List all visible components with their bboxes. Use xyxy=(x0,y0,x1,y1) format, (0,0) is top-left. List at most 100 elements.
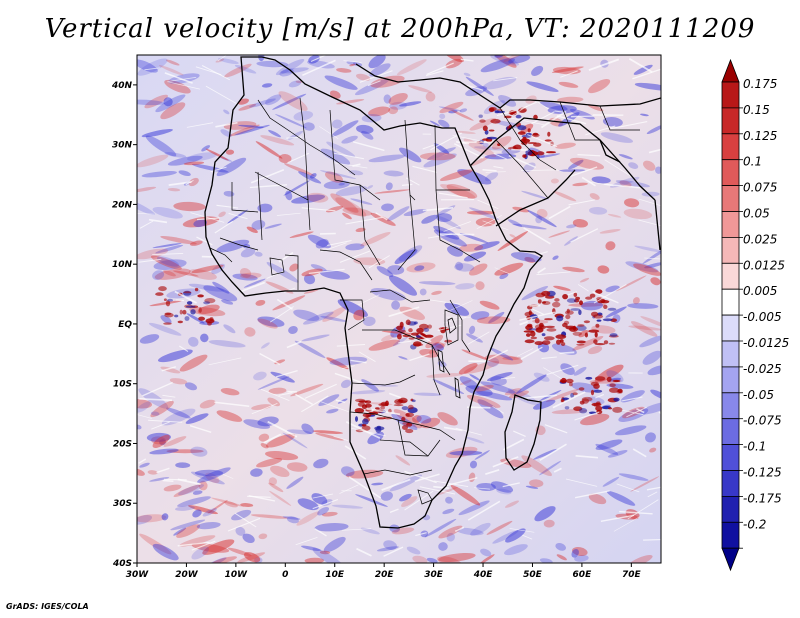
downward-motion-blob xyxy=(465,86,488,97)
downward-motion-blob xyxy=(250,468,263,477)
upward-motion-blob xyxy=(240,267,252,278)
downward-motion-blob xyxy=(448,110,458,114)
upward-motion-blob xyxy=(572,182,588,187)
field-streak xyxy=(460,58,474,62)
downward-motion-blob xyxy=(454,263,475,272)
downward-motion-blob xyxy=(141,171,178,178)
field-streak xyxy=(559,351,575,355)
field-streak xyxy=(568,199,595,206)
field-streak xyxy=(422,143,436,150)
colorbar-swatch xyxy=(721,159,740,186)
upward-motion-blob xyxy=(628,325,661,331)
upward-motion-blob xyxy=(466,394,501,408)
field-streak xyxy=(358,351,376,362)
field-streak xyxy=(492,456,519,468)
upward-motion-blob xyxy=(265,451,299,461)
downward-motion-blob xyxy=(368,55,386,69)
upward-motion-blob xyxy=(476,316,511,325)
downward-motion-blob xyxy=(192,490,203,495)
downward-motion-blob xyxy=(313,458,329,469)
field-streak xyxy=(452,134,483,142)
downward-motion-blob xyxy=(190,471,225,485)
downward-motion-blob xyxy=(160,315,172,324)
downward-motion-blob xyxy=(329,356,368,366)
upward-motion-blob xyxy=(467,210,495,215)
colorbar-label: -0.075 xyxy=(743,414,782,428)
field-streak xyxy=(314,528,327,537)
convective-cell xyxy=(595,289,603,294)
downward-motion-blob xyxy=(463,251,487,262)
upward-motion-blob xyxy=(169,378,188,385)
upward-motion-blob xyxy=(391,527,415,535)
convective-cell xyxy=(565,325,576,330)
upward-motion-blob xyxy=(224,501,238,508)
field-streak xyxy=(161,366,177,372)
field-streak xyxy=(621,409,644,416)
field-streak xyxy=(405,177,420,186)
downward-motion-blob xyxy=(137,401,151,413)
convective-cell xyxy=(591,311,599,317)
field-streak xyxy=(455,141,470,145)
colorbar-label: 0.125 xyxy=(743,129,777,143)
upward-motion-blob xyxy=(160,235,197,245)
field-streak xyxy=(335,399,346,404)
colorbar-label: 0.1 xyxy=(743,155,762,169)
field-streak xyxy=(216,204,239,209)
upward-motion-blob xyxy=(580,413,610,426)
field-streak xyxy=(301,207,336,212)
downward-motion-blob xyxy=(431,343,444,352)
downward-motion-blob xyxy=(522,162,536,173)
upward-motion-blob xyxy=(426,373,463,378)
downward-motion-blob xyxy=(388,275,418,296)
upward-motion-blob xyxy=(368,339,400,351)
colorbar-swatch xyxy=(721,314,740,342)
x-tick-label: 0 xyxy=(282,570,288,580)
downward-motion-blob xyxy=(360,527,380,535)
convective-cell xyxy=(376,425,381,429)
downward-motion-blob xyxy=(175,462,191,469)
upward-motion-blob xyxy=(627,555,653,563)
field-streak xyxy=(139,220,154,229)
downward-motion-blob xyxy=(150,411,160,416)
downward-motion-blob xyxy=(525,485,539,489)
downward-motion-blob xyxy=(423,153,457,168)
convective-cell xyxy=(355,416,358,422)
colorbar-label: -0.025 xyxy=(743,362,782,376)
colorbar-swatch xyxy=(721,340,740,368)
convective-cell xyxy=(534,317,540,324)
convective-cell xyxy=(174,314,179,318)
field-streak xyxy=(139,398,173,402)
downward-motion-blob xyxy=(303,274,316,285)
upward-motion-blob xyxy=(198,480,208,491)
downward-motion-blob xyxy=(139,334,160,344)
upward-motion-blob xyxy=(278,153,292,164)
downward-motion-blob xyxy=(566,224,577,229)
field-streak xyxy=(344,445,367,460)
field-streak xyxy=(251,403,278,415)
downward-motion-blob xyxy=(445,496,453,504)
upward-motion-blob xyxy=(189,306,226,317)
convective-cell xyxy=(423,327,430,332)
field-streak xyxy=(426,62,454,75)
downward-motion-blob xyxy=(361,379,379,392)
convective-cell xyxy=(562,322,568,328)
downward-motion-blob xyxy=(345,243,365,251)
x-tick-label: 30E xyxy=(424,570,444,580)
downward-motion-blob xyxy=(221,299,234,305)
field-streak xyxy=(493,77,518,82)
field-streak xyxy=(643,538,661,541)
convective-cell xyxy=(163,322,172,325)
field-streak xyxy=(383,546,404,557)
convective-cell xyxy=(544,139,552,142)
convective-cell xyxy=(590,381,599,386)
x-tick-label: 50E xyxy=(523,570,543,580)
convective-cell xyxy=(158,286,167,292)
field-streak xyxy=(544,424,568,434)
upward-motion-blob xyxy=(431,290,442,295)
field-streak xyxy=(278,251,294,263)
field-streak xyxy=(137,213,155,215)
upward-motion-blob xyxy=(237,552,266,563)
x-tick-label: 20W xyxy=(175,570,199,580)
upward-motion-blob xyxy=(258,433,270,442)
convective-cell xyxy=(354,408,365,414)
